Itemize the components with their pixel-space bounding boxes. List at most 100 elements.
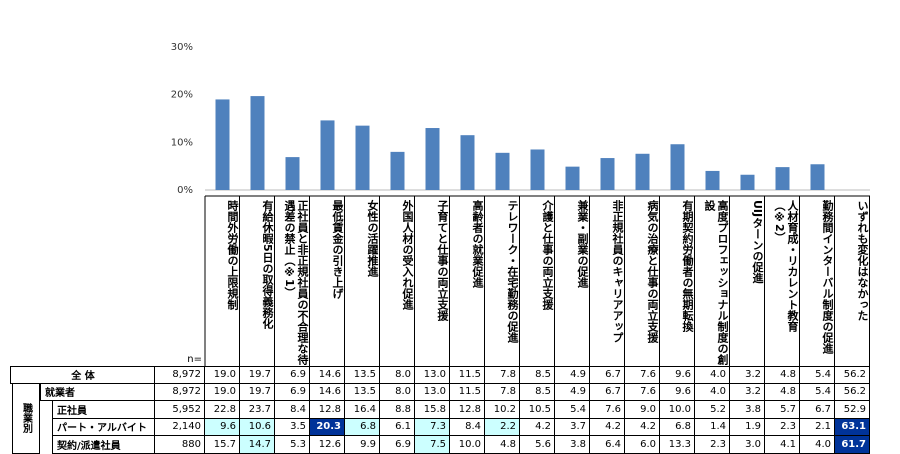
value-cell: 22.8: [205, 401, 240, 419]
value-cell: 4.0: [695, 383, 730, 401]
column-header: 子育てと仕事の両立支援: [415, 196, 450, 366]
value-cell: 11.5: [450, 366, 485, 384]
value-cell: 4.9: [555, 383, 590, 401]
value-cell: 6.4: [590, 436, 625, 454]
bar: [355, 125, 370, 190]
row-label: 正社員: [52, 401, 155, 419]
value-cell: 4.0: [800, 436, 835, 454]
column-header: 病気の治療と仕事の両立支援: [625, 196, 660, 366]
value-cell: 5.2: [695, 401, 730, 419]
value-cell: 7.6: [625, 383, 660, 401]
value-cell: 2.2: [485, 418, 520, 436]
value-cell: 12.8: [450, 401, 485, 419]
value-cell: 4.8: [765, 383, 800, 401]
bar: [705, 170, 720, 190]
value-cell: 8.5: [520, 366, 555, 384]
value-cell: 8.0: [380, 383, 415, 401]
value-cell: 7.6: [625, 366, 660, 384]
value-cell: 7.8: [485, 366, 520, 384]
column-header: 女性の活躍推進: [345, 196, 380, 366]
bar: [740, 174, 755, 190]
value-cell: 6.0: [625, 436, 660, 454]
bar: [495, 152, 510, 190]
value-cell: 8.5: [520, 383, 555, 401]
bar: [215, 99, 230, 190]
value-cell: 2.3: [765, 418, 800, 436]
value-cell: 4.9: [555, 366, 590, 384]
value-cell: 10.0: [450, 436, 485, 454]
value-cell: 16.4: [345, 401, 380, 419]
value-cell: 5.3: [275, 436, 310, 454]
bar: [670, 144, 685, 190]
n-cell: 8,972: [155, 383, 205, 401]
value-cell: 19.0: [205, 366, 240, 384]
n-cell: 880: [155, 436, 205, 454]
value-cell: 7.8: [485, 383, 520, 401]
value-cell: 7.6: [590, 401, 625, 419]
value-cell: 19.7: [240, 383, 275, 401]
bar: [775, 167, 790, 190]
value-cell: 10.0: [660, 401, 695, 419]
value-cell: 23.7: [240, 401, 275, 419]
value-cell: 9.6: [205, 418, 240, 436]
n-cell: 5,952: [155, 401, 205, 419]
value-cell: 10.5: [520, 401, 555, 419]
value-cell: 14.7: [240, 436, 275, 454]
column-header: テレワーク・在宅勤務の促進: [485, 196, 520, 366]
n-cell: 8,972: [155, 366, 205, 384]
bar: [565, 166, 580, 190]
value-cell: 10.2: [485, 401, 520, 419]
bar: [635, 153, 650, 190]
column-header: 有期契約労働者の無期転換: [660, 196, 695, 366]
value-cell: 3.2: [730, 366, 765, 384]
column-header: 最低賃金の引き上げ: [310, 196, 345, 366]
value-cell: 6.7: [590, 383, 625, 401]
value-cell: 19.0: [205, 383, 240, 401]
column-header: 兼業・副業の促進: [555, 196, 590, 366]
value-cell: 13.5: [345, 383, 380, 401]
value-cell: 3.8: [555, 436, 590, 454]
bar: [425, 128, 440, 190]
group-label: 職業別: [12, 383, 40, 454]
value-cell: 8.8: [380, 401, 415, 419]
value-cell: 14.6: [310, 366, 345, 384]
value-cell: 8.4: [450, 418, 485, 436]
value-cell: 3.7: [555, 418, 590, 436]
y-tick-label: 20%: [171, 90, 193, 101]
value-cell: 3.0: [730, 436, 765, 454]
value-cell: 2.3: [695, 436, 730, 454]
value-cell: 6.7: [590, 366, 625, 384]
value-cell: 20.3: [310, 418, 345, 436]
column-header: 人材育成・リカレント教育（※2）: [765, 196, 800, 366]
value-cell: 11.5: [450, 383, 485, 401]
value-cell: 13.5: [345, 366, 380, 384]
y-tick-label: 10%: [171, 137, 193, 148]
value-cell: 6.7: [800, 401, 835, 419]
value-cell: 8.0: [380, 366, 415, 384]
column-header: 高齢者の就業促進: [450, 196, 485, 366]
value-cell: 4.2: [625, 418, 660, 436]
value-cell: 9.6: [660, 383, 695, 401]
value-cell: 3.5: [275, 418, 310, 436]
bar: [250, 96, 265, 190]
value-cell: 4.2: [520, 418, 555, 436]
bar: [390, 151, 405, 190]
value-cell: 6.8: [345, 418, 380, 436]
value-cell: 4.8: [485, 436, 520, 454]
value-cell: 8.4: [275, 401, 310, 419]
value-cell: 13.0: [415, 366, 450, 384]
value-cell: 6.9: [275, 366, 310, 384]
value-cell: 5.7: [765, 401, 800, 419]
value-cell: 14.6: [310, 383, 345, 401]
value-cell: 10.6: [240, 418, 275, 436]
value-cell: 7.3: [415, 418, 450, 436]
value-cell: 9.0: [625, 401, 660, 419]
column-header: UIJターンの促進: [730, 196, 765, 366]
value-cell: 9.9: [345, 436, 380, 454]
column-header: 正社員と非正規社員の不合理な待遇差の禁止（※1）: [275, 196, 310, 366]
column-header: いずれも変化はなかった: [835, 196, 870, 366]
value-cell: 5.4: [800, 383, 835, 401]
value-cell: 61.7: [835, 436, 870, 454]
value-cell: 52.9: [835, 401, 870, 419]
value-cell: 5.4: [555, 401, 590, 419]
